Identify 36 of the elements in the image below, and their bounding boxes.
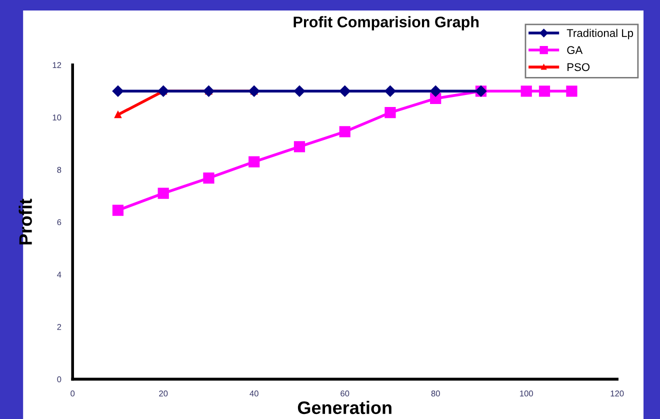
y-tick-label: 12: [52, 62, 62, 68]
point: [158, 188, 169, 199]
y-tick-label: 4: [57, 272, 62, 278]
chart-title: Profit Comparision Graph: [294, 16, 479, 30]
point: [384, 86, 396, 97]
x-tick-label: 0: [70, 390, 75, 396]
x-tick-label: 20: [159, 390, 168, 396]
legend-label: GA: [567, 46, 583, 54]
point: [384, 107, 396, 118]
point: [294, 141, 306, 152]
point: [112, 86, 124, 97]
legend-label: Traditional Lp: [566, 28, 634, 40]
y-tick-label: 6: [57, 219, 62, 226]
y-tick-label: 0: [57, 376, 62, 382]
x-tick-label: 40: [250, 390, 258, 396]
legend-label: PSO: [568, 63, 590, 72]
point: [566, 86, 578, 97]
y-axis-title: Profit: [18, 198, 32, 244]
x-axis-title: Generation: [298, 400, 392, 414]
point: [114, 111, 122, 118]
point: [339, 86, 350, 97]
x-tick-label: 120: [610, 390, 624, 396]
point: [294, 86, 306, 97]
point: [430, 86, 442, 97]
x-tick-label: 80: [431, 390, 440, 396]
point: [520, 86, 532, 97]
y-tick-label: 2: [57, 324, 62, 330]
point: [248, 156, 260, 168]
y-tick-label: 10: [52, 114, 62, 120]
point: [112, 204, 124, 216]
point: [203, 172, 214, 184]
point: [339, 126, 350, 138]
point: [538, 86, 550, 97]
x-tick-label: 100: [520, 390, 533, 396]
y-tick-label: 8: [57, 166, 62, 173]
x-tick-label: 60: [340, 390, 350, 396]
